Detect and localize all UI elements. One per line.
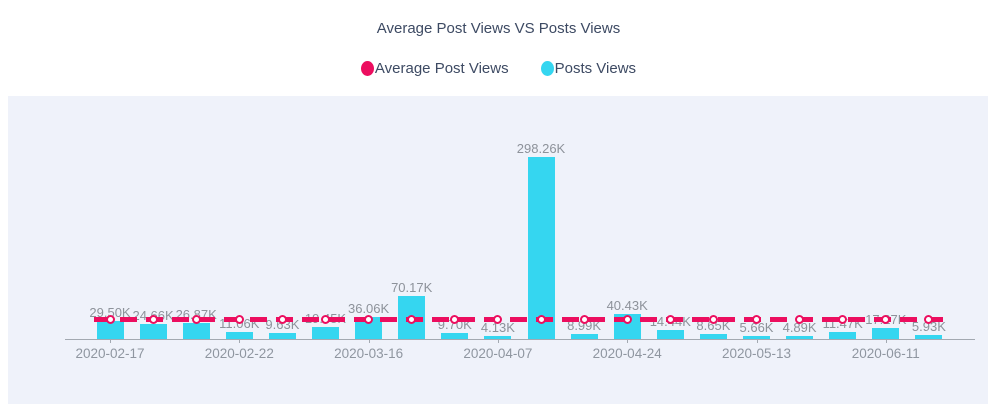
bar-posts-views[interactable] <box>570 334 598 339</box>
bar-posts-views[interactable] <box>527 157 555 339</box>
bar-posts-views[interactable] <box>225 332 253 339</box>
bar-value-label: 5.66K <box>739 320 774 335</box>
x-axis-tick <box>497 339 499 343</box>
x-axis-label: 2020-02-22 <box>204 346 274 361</box>
average-line-marker-icon[interactable] <box>665 314 675 324</box>
average-line-marker-icon[interactable] <box>407 314 417 324</box>
average-line-marker-icon[interactable] <box>536 314 546 324</box>
bar-posts-views[interactable] <box>656 330 684 339</box>
legend-marker-average-icon <box>360 61 374 76</box>
x-axis-label: 2020-02-17 <box>75 346 145 361</box>
bar-posts-views[interactable] <box>872 328 900 339</box>
average-line-marker-icon[interactable] <box>579 314 589 324</box>
legend-label-average: Average Post Views <box>374 60 509 77</box>
x-axis-tick <box>368 339 370 343</box>
legend-marker-posts-icon <box>540 61 554 76</box>
bar-posts-views[interactable] <box>743 336 770 339</box>
bar-posts-views[interactable] <box>829 332 857 339</box>
average-line-marker-icon[interactable] <box>234 314 244 324</box>
x-axis-line <box>65 339 975 340</box>
average-line-marker-icon[interactable] <box>148 314 158 324</box>
legend-item-posts-views[interactable]: Posts Views <box>540 60 637 77</box>
bar-posts-views[interactable] <box>355 317 383 339</box>
average-line-marker-icon[interactable] <box>838 314 848 324</box>
average-line-marker-icon[interactable] <box>622 314 632 324</box>
average-line-marker-icon[interactable] <box>752 314 761 324</box>
x-axis-label: 2020-06-11 <box>851 346 920 361</box>
average-line <box>94 317 945 322</box>
x-axis-tick <box>756 339 758 343</box>
legend: Average Post Views Posts Views <box>0 60 997 77</box>
x-axis-tick <box>239 339 241 343</box>
average-line-marker-icon[interactable] <box>364 314 374 324</box>
bar-posts-views[interactable] <box>312 327 339 339</box>
average-line-marker-icon[interactable] <box>795 314 805 324</box>
average-line-marker-icon[interactable] <box>881 314 891 324</box>
bar-posts-views[interactable] <box>96 321 124 339</box>
bar-value-label: 4.89K <box>782 320 817 335</box>
chart-title: Average Post Views VS Posts Views <box>376 20 621 37</box>
average-line-marker-icon[interactable] <box>493 314 503 324</box>
average-line-marker-icon[interactable] <box>191 314 201 324</box>
average-line-marker-icon[interactable] <box>924 314 934 324</box>
average-line-marker-icon[interactable] <box>450 314 460 324</box>
bar-posts-views[interactable] <box>786 336 814 339</box>
bar-posts-views[interactable] <box>915 335 943 339</box>
x-axis-label: 2020-04-07 <box>463 346 533 361</box>
bar-posts-views[interactable] <box>268 333 296 339</box>
bar-value-label: 4.13K <box>480 320 515 335</box>
bar-value-label: 40.43K <box>606 298 648 313</box>
bar-value-label: 29.50K <box>89 305 131 320</box>
average-line-marker-icon[interactable] <box>321 314 330 324</box>
bar-value-label: 36.06K <box>347 301 390 316</box>
bar-value-label: 70.17K <box>391 280 433 295</box>
legend-label-posts: Posts Views <box>554 60 637 77</box>
bar-value-label: 5.93K <box>911 319 946 334</box>
legend-item-average-post-views[interactable]: Average Post Views <box>360 60 509 77</box>
bar-posts-views[interactable] <box>139 324 167 339</box>
bar-posts-views[interactable] <box>441 333 469 339</box>
x-axis-tick <box>110 339 111 343</box>
average-line-marker-icon[interactable] <box>708 314 718 324</box>
average-line-marker-icon[interactable] <box>105 314 115 324</box>
x-axis-tick <box>885 339 887 343</box>
bar-posts-views[interactable] <box>699 334 727 339</box>
average-line-marker-icon[interactable] <box>277 314 287 324</box>
bar-posts-views[interactable] <box>182 323 210 339</box>
bar-posts-views[interactable] <box>484 336 512 339</box>
x-axis-label: 2020-04-24 <box>592 346 662 361</box>
bar-value-label: 298.26K <box>516 141 566 156</box>
plot-area: 29.50K24.66K26.87K11.06K9.63K19.45K36.06… <box>8 96 988 404</box>
x-axis-tick <box>627 339 629 343</box>
x-axis-label: 2020-03-16 <box>334 346 404 361</box>
x-axis-label: 2020-05-13 <box>721 346 792 361</box>
